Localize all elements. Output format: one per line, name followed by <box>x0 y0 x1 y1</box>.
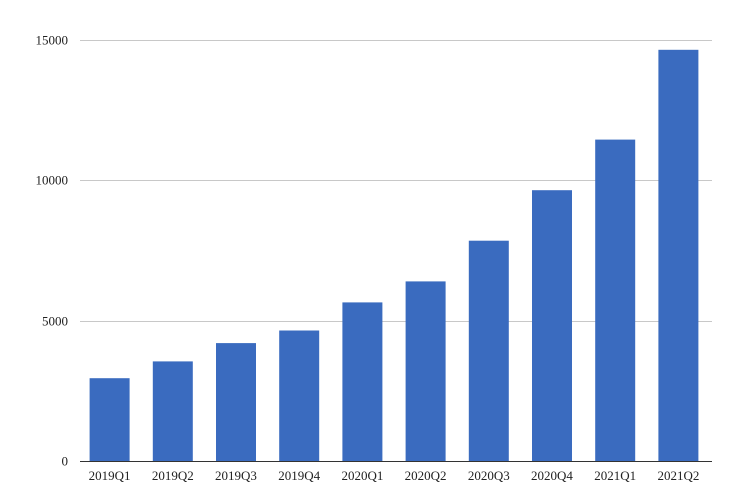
bars <box>89 49 699 462</box>
x-tick-label: 2019Q2 <box>152 468 194 483</box>
x-tick-label: 2019Q3 <box>215 468 257 483</box>
x-tick-label: 2019Q4 <box>278 468 320 483</box>
y-tick-label: 15000 <box>36 33 69 48</box>
bar-2019Q2 <box>152 361 193 461</box>
bar-2020Q4 <box>532 190 572 461</box>
x-tick-label: 2021Q1 <box>594 468 636 483</box>
x-axis-tick-labels: 2019Q1 2019Q2 2019Q3 2019Q4 2020Q1 2020Q2 2020… <box>89 468 700 483</box>
x-tick-label: 2020Q2 <box>405 468 447 483</box>
y-tick-label: 10000 <box>36 173 69 188</box>
bar-2021Q1 <box>595 139 636 461</box>
bar-2020Q2 <box>405 281 446 461</box>
y-tick-label: 5000 <box>42 314 68 329</box>
bar-2021Q2 <box>658 49 699 462</box>
bar-2019Q1 <box>89 378 130 461</box>
x-tick-label: 2020Q3 <box>468 468 510 483</box>
x-tick-label: 2019Q1 <box>89 468 131 483</box>
x-tick-label: 2020Q1 <box>341 468 383 483</box>
bar-2019Q4 <box>279 330 320 461</box>
x-tick-label: 2020Q4 <box>531 468 573 483</box>
y-axis-tick-labels: 0 5000 10000 15000 <box>36 33 69 469</box>
bar-2019Q3 <box>216 343 256 461</box>
x-tick-label: 2021Q2 <box>657 468 699 483</box>
bar-2020Q1 <box>342 302 383 461</box>
y-tick-label: 0 <box>62 454 69 469</box>
bar-2020Q3 <box>468 240 509 461</box>
